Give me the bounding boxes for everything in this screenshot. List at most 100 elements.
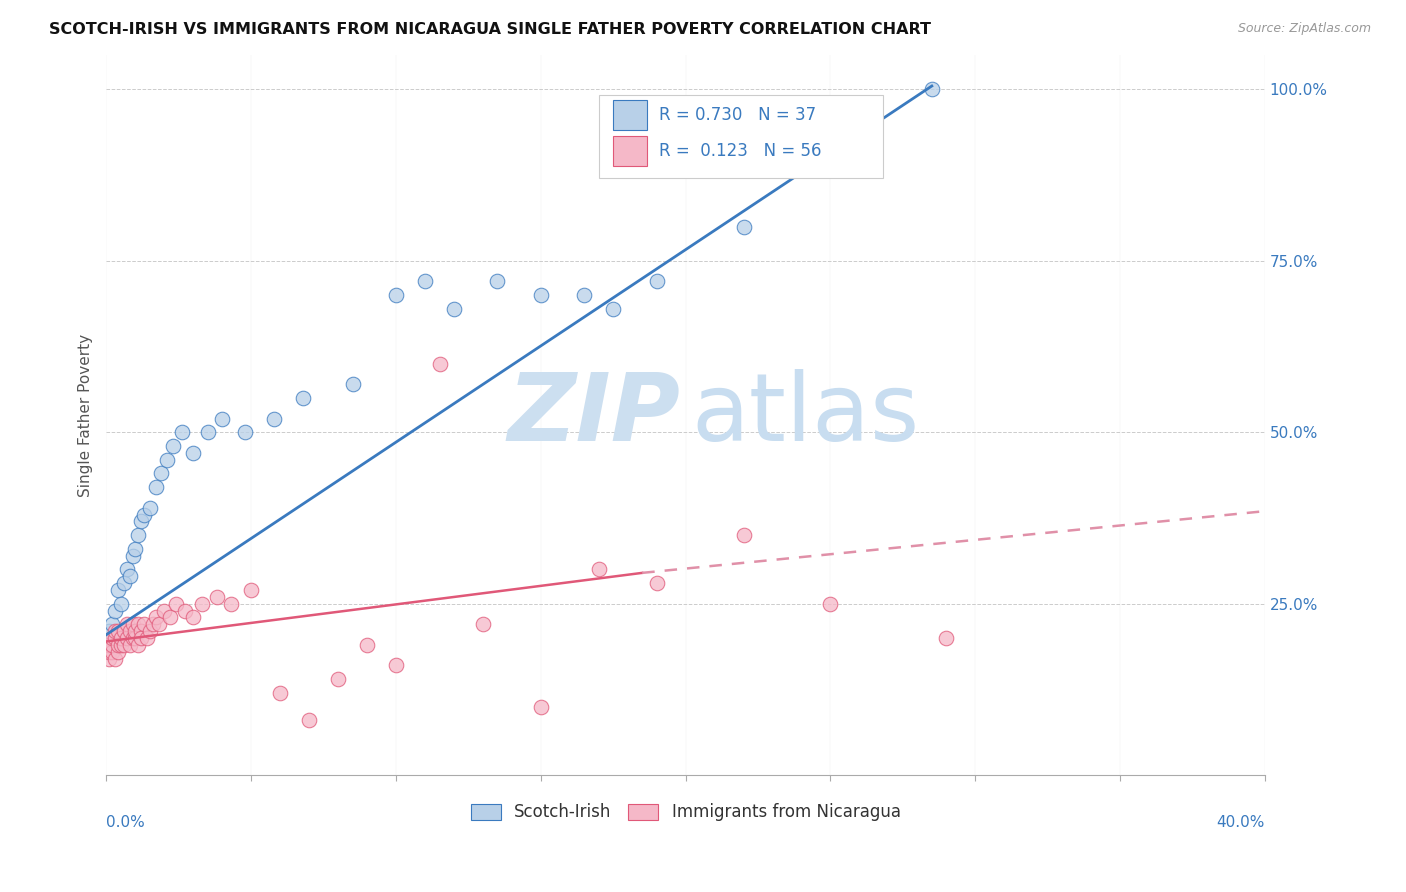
- Point: [602, 301, 624, 316]
- Point: [112, 576, 135, 591]
- Point: [645, 576, 668, 591]
- Point: [118, 638, 141, 652]
- Point: [107, 582, 129, 597]
- Point: [115, 631, 138, 645]
- Point: [148, 617, 170, 632]
- Point: [139, 624, 162, 639]
- Point: [385, 288, 408, 302]
- Point: [124, 624, 146, 639]
- Point: [121, 549, 143, 563]
- Text: ZIP: ZIP: [508, 369, 681, 461]
- Point: [112, 624, 135, 639]
- Point: [162, 439, 184, 453]
- Point: [101, 638, 124, 652]
- Point: [98, 645, 121, 659]
- Point: [733, 219, 755, 234]
- Point: [132, 617, 155, 632]
- Point: [328, 672, 350, 686]
- Point: [107, 645, 129, 659]
- Point: [115, 617, 138, 632]
- Point: [129, 624, 152, 639]
- Point: [104, 651, 127, 665]
- Text: SCOTCH-IRISH VS IMMIGRANTS FROM NICARAGUA SINGLE FATHER POVERTY CORRELATION CHAR: SCOTCH-IRISH VS IMMIGRANTS FROM NICARAGU…: [49, 22, 931, 37]
- Point: [385, 658, 408, 673]
- Point: [165, 597, 187, 611]
- Point: [127, 638, 149, 652]
- Point: [129, 515, 152, 529]
- Point: [645, 275, 668, 289]
- Point: [104, 631, 127, 645]
- Point: [159, 610, 181, 624]
- Point: [127, 528, 149, 542]
- Point: [820, 597, 842, 611]
- Point: [142, 617, 165, 632]
- Point: [118, 624, 141, 639]
- Point: [145, 610, 167, 624]
- Text: Source: ZipAtlas.com: Source: ZipAtlas.com: [1237, 22, 1371, 36]
- Point: [235, 425, 257, 440]
- Point: [183, 610, 205, 624]
- Point: [574, 288, 596, 302]
- Point: [153, 604, 176, 618]
- Point: [413, 275, 436, 289]
- Text: R =  0.123   N = 56: R = 0.123 N = 56: [659, 142, 821, 160]
- Point: [118, 569, 141, 583]
- Point: [530, 699, 553, 714]
- Point: [935, 631, 957, 645]
- Point: [205, 590, 228, 604]
- Legend: Scotch-Irish, Immigrants from Nicaragua: Scotch-Irish, Immigrants from Nicaragua: [464, 797, 907, 828]
- Text: atlas: atlas: [692, 369, 920, 461]
- Text: 0.0%: 0.0%: [107, 814, 145, 830]
- Point: [471, 617, 494, 632]
- Point: [145, 480, 167, 494]
- Point: [191, 597, 214, 611]
- Point: [170, 425, 193, 440]
- Point: [197, 425, 219, 440]
- FancyBboxPatch shape: [613, 136, 647, 166]
- Point: [98, 638, 121, 652]
- Point: [298, 714, 321, 728]
- Point: [173, 604, 195, 618]
- Point: [429, 357, 451, 371]
- Text: R = 0.730   N = 37: R = 0.730 N = 37: [659, 106, 815, 124]
- Point: [292, 391, 315, 405]
- Point: [110, 597, 132, 611]
- Point: [921, 82, 943, 96]
- Point: [115, 562, 138, 576]
- Point: [104, 604, 127, 618]
- Point: [127, 617, 149, 632]
- Point: [342, 377, 364, 392]
- Point: [107, 638, 129, 652]
- Point: [211, 411, 233, 425]
- Point: [98, 651, 121, 665]
- FancyBboxPatch shape: [613, 100, 647, 130]
- FancyBboxPatch shape: [599, 95, 883, 178]
- Y-axis label: Single Father Poverty: Single Father Poverty: [79, 334, 93, 497]
- Point: [219, 597, 242, 611]
- Point: [240, 582, 263, 597]
- Text: 40.0%: 40.0%: [1216, 814, 1265, 830]
- Point: [101, 617, 124, 632]
- Point: [101, 631, 124, 645]
- Point: [98, 624, 121, 639]
- Point: [183, 446, 205, 460]
- Point: [101, 645, 124, 659]
- Point: [121, 631, 143, 645]
- Point: [124, 631, 146, 645]
- Point: [129, 631, 152, 645]
- Point: [356, 638, 378, 652]
- Point: [110, 638, 132, 652]
- Point: [150, 467, 173, 481]
- Point: [132, 508, 155, 522]
- Point: [848, 117, 870, 131]
- Point: [136, 631, 159, 645]
- Point: [104, 624, 127, 639]
- Point: [530, 288, 553, 302]
- Point: [124, 541, 146, 556]
- Point: [121, 617, 143, 632]
- Point: [112, 638, 135, 652]
- Point: [733, 528, 755, 542]
- Point: [263, 411, 285, 425]
- Point: [156, 452, 179, 467]
- Point: [443, 301, 465, 316]
